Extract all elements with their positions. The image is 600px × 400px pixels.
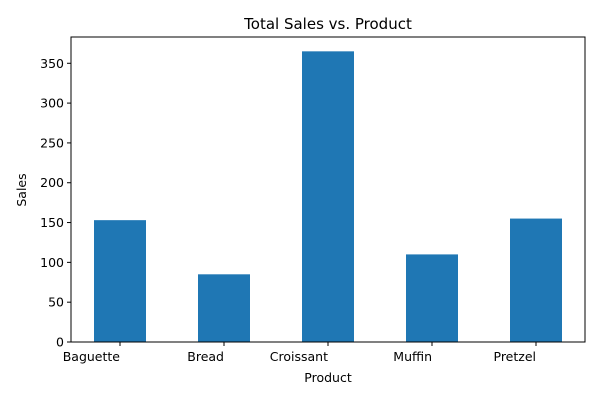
y-tick-label-50: 50 (48, 295, 64, 310)
x-axis-label: Product (304, 370, 352, 385)
y-tick-label-300: 300 (40, 96, 64, 111)
y-tick-label-100: 100 (40, 255, 64, 270)
x-tick-label-croissant: Croissant (270, 349, 328, 364)
chart-title: Total Sales vs. Product (243, 15, 412, 33)
x-tick-label-baguette: Baguette (63, 349, 121, 364)
y-tick-label-350: 350 (40, 56, 64, 71)
x-tick-label-pretzel: Pretzel (494, 349, 537, 364)
y-tick-label-0: 0 (56, 335, 64, 350)
plot-area: 0 50 100 150 200 250 300 350 Baguette Bread Croiss… (40, 36, 586, 364)
y-tick-label-200: 200 (40, 175, 64, 190)
bar-muffin (406, 254, 458, 342)
y-tick-label-250: 250 (40, 135, 64, 150)
bar-pretzel (510, 218, 562, 342)
bar-bread (198, 274, 250, 342)
x-tick-label-muffin: Muffin (393, 349, 432, 364)
y-tick-label-150: 150 (40, 215, 64, 230)
x-tick-label-bread: Bread (187, 349, 224, 364)
bar-croissant (302, 51, 354, 343)
bar-baguette (94, 220, 146, 342)
y-axis-label: Sales (14, 173, 29, 206)
